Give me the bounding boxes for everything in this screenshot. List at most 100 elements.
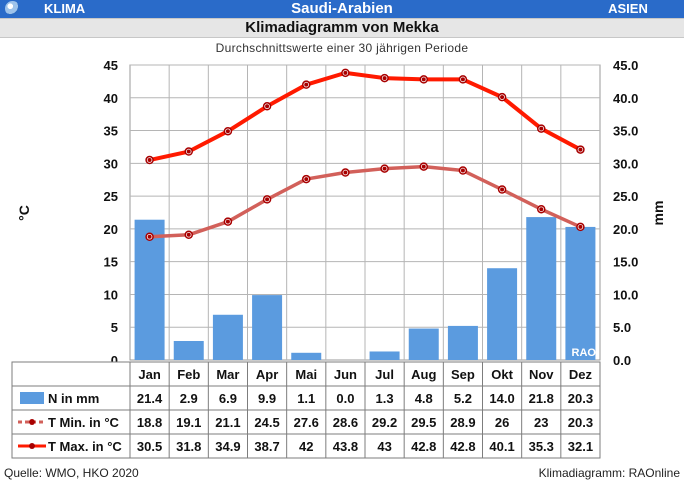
month-label: Okt [491,367,513,382]
legend-label: T Min. in °C [48,415,120,430]
credit-note: Klimadiagramm: RAOnline [538,466,680,480]
data-label: 14.0 [489,391,514,406]
point-t-min-core [539,207,544,212]
month-label: Mai [295,367,317,382]
data-label: 31.8 [176,439,201,454]
point-t-min-core [421,164,426,169]
data-label: 40.1 [489,439,514,454]
point-t-max-core [186,149,191,154]
data-label: 28.6 [333,415,358,430]
month-label: Jan [138,367,160,382]
point-t-max-core [382,76,387,81]
legend-marker-t-min [29,419,35,425]
data-label: 42.8 [450,439,475,454]
y-tick-label-right: 45.0 [613,58,638,73]
month-label: Apr [256,367,278,382]
data-label: 0.0 [336,391,354,406]
y-tick-label-left: 45 [104,58,118,73]
y-tick-label-right: 15.0 [613,255,638,270]
data-label: 34.9 [215,439,240,454]
y-tick-label-left: 30 [104,156,118,171]
point-t-min-core [382,166,387,171]
bar-precipitation [565,226,596,360]
point-t-max-core [578,147,583,152]
point-t-max-core [147,158,152,163]
legend-label: N in mm [48,391,99,406]
point-t-max-core [539,126,544,131]
title-bar: Klimadiagramm von Mekka [0,18,684,38]
y-tick-label-left: 35 [104,124,118,139]
point-t-min-core [265,197,270,202]
legend-marker-t-max [29,443,35,449]
data-label: 4.8 [415,391,433,406]
data-label: 27.6 [294,415,319,430]
y-axis-label-left: °C [16,205,32,221]
point-t-min-core [147,234,152,239]
data-label: 2.9 [180,391,198,406]
bar-precipitation [408,328,439,360]
data-label: 21.8 [529,391,554,406]
source-note: Quelle: WMO, HKO 2020 [4,466,139,480]
y-tick-label-right: 25.0 [613,189,638,204]
data-label: 28.9 [450,415,475,430]
section-label: KLIMA [44,1,86,16]
data-label: 1.1 [297,391,315,406]
data-label: 21.1 [215,415,240,430]
bar-precipitation [173,340,204,360]
globe-icon [5,1,20,16]
data-label: 24.5 [254,415,279,430]
point-t-min-core [578,224,583,229]
data-label: 26 [495,415,509,430]
y-tick-label-left: 15 [104,255,118,270]
y-tick-label-right: 5.0 [613,320,631,335]
data-label: 42 [299,439,313,454]
bar-precipitation [134,219,165,360]
y-tick-label-right: 35.0 [613,124,638,139]
month-label: Feb [177,367,200,382]
data-label: 1.3 [376,391,394,406]
bar-precipitation [487,268,518,360]
data-label: 20.3 [568,415,593,430]
data-label: 23 [534,415,548,430]
data-label: 42.8 [411,439,436,454]
data-label: 29.2 [372,415,397,430]
y-tick-label-left: 40 [104,91,118,106]
bar-precipitation [212,314,243,360]
data-label: 9.9 [258,391,276,406]
y-tick-label-right: 0.0 [613,353,631,368]
header-bar [0,0,684,18]
month-label: Jun [334,367,357,382]
data-label: 18.8 [137,415,162,430]
legend-swatch-precipitation [20,392,44,404]
line-t-max [149,70,582,163]
chart-subtitle: Durchschnittswerte einer 30 jährigen Per… [215,41,469,55]
month-label: Nov [529,367,554,382]
month-label: Aug [411,367,436,382]
point-t-min-core [343,170,348,175]
point-t-max-core [265,104,270,109]
bar-precipitation [291,352,322,360]
data-label: 30.5 [137,439,162,454]
y-tick-label-right: 10.0 [613,287,638,302]
point-t-min-core [304,177,309,182]
month-label: Dez [569,367,593,382]
bar-precipitation [447,325,478,360]
region-label[interactable]: ASIEN [608,1,648,16]
point-t-max-core [343,70,348,75]
point-t-max-core [304,82,309,87]
data-label: 35.3 [529,439,554,454]
point-t-min-core [500,187,505,192]
y-tick-label-left: 20 [104,222,118,237]
point-t-min-core [460,168,465,173]
data-label: 6.9 [219,391,237,406]
point-t-max-core [421,77,426,82]
y-tick-label-left: 10 [104,287,118,302]
y-tick-label-left: 5 [111,320,118,335]
data-label: 38.7 [254,439,279,454]
legend-label: T Max. in °C [48,439,122,454]
section-tab[interactable]: KLIMA [0,0,110,18]
watermark: RAO [572,347,597,359]
bar-precipitation [369,351,400,360]
y-tick-label-right: 20.0 [613,222,638,237]
